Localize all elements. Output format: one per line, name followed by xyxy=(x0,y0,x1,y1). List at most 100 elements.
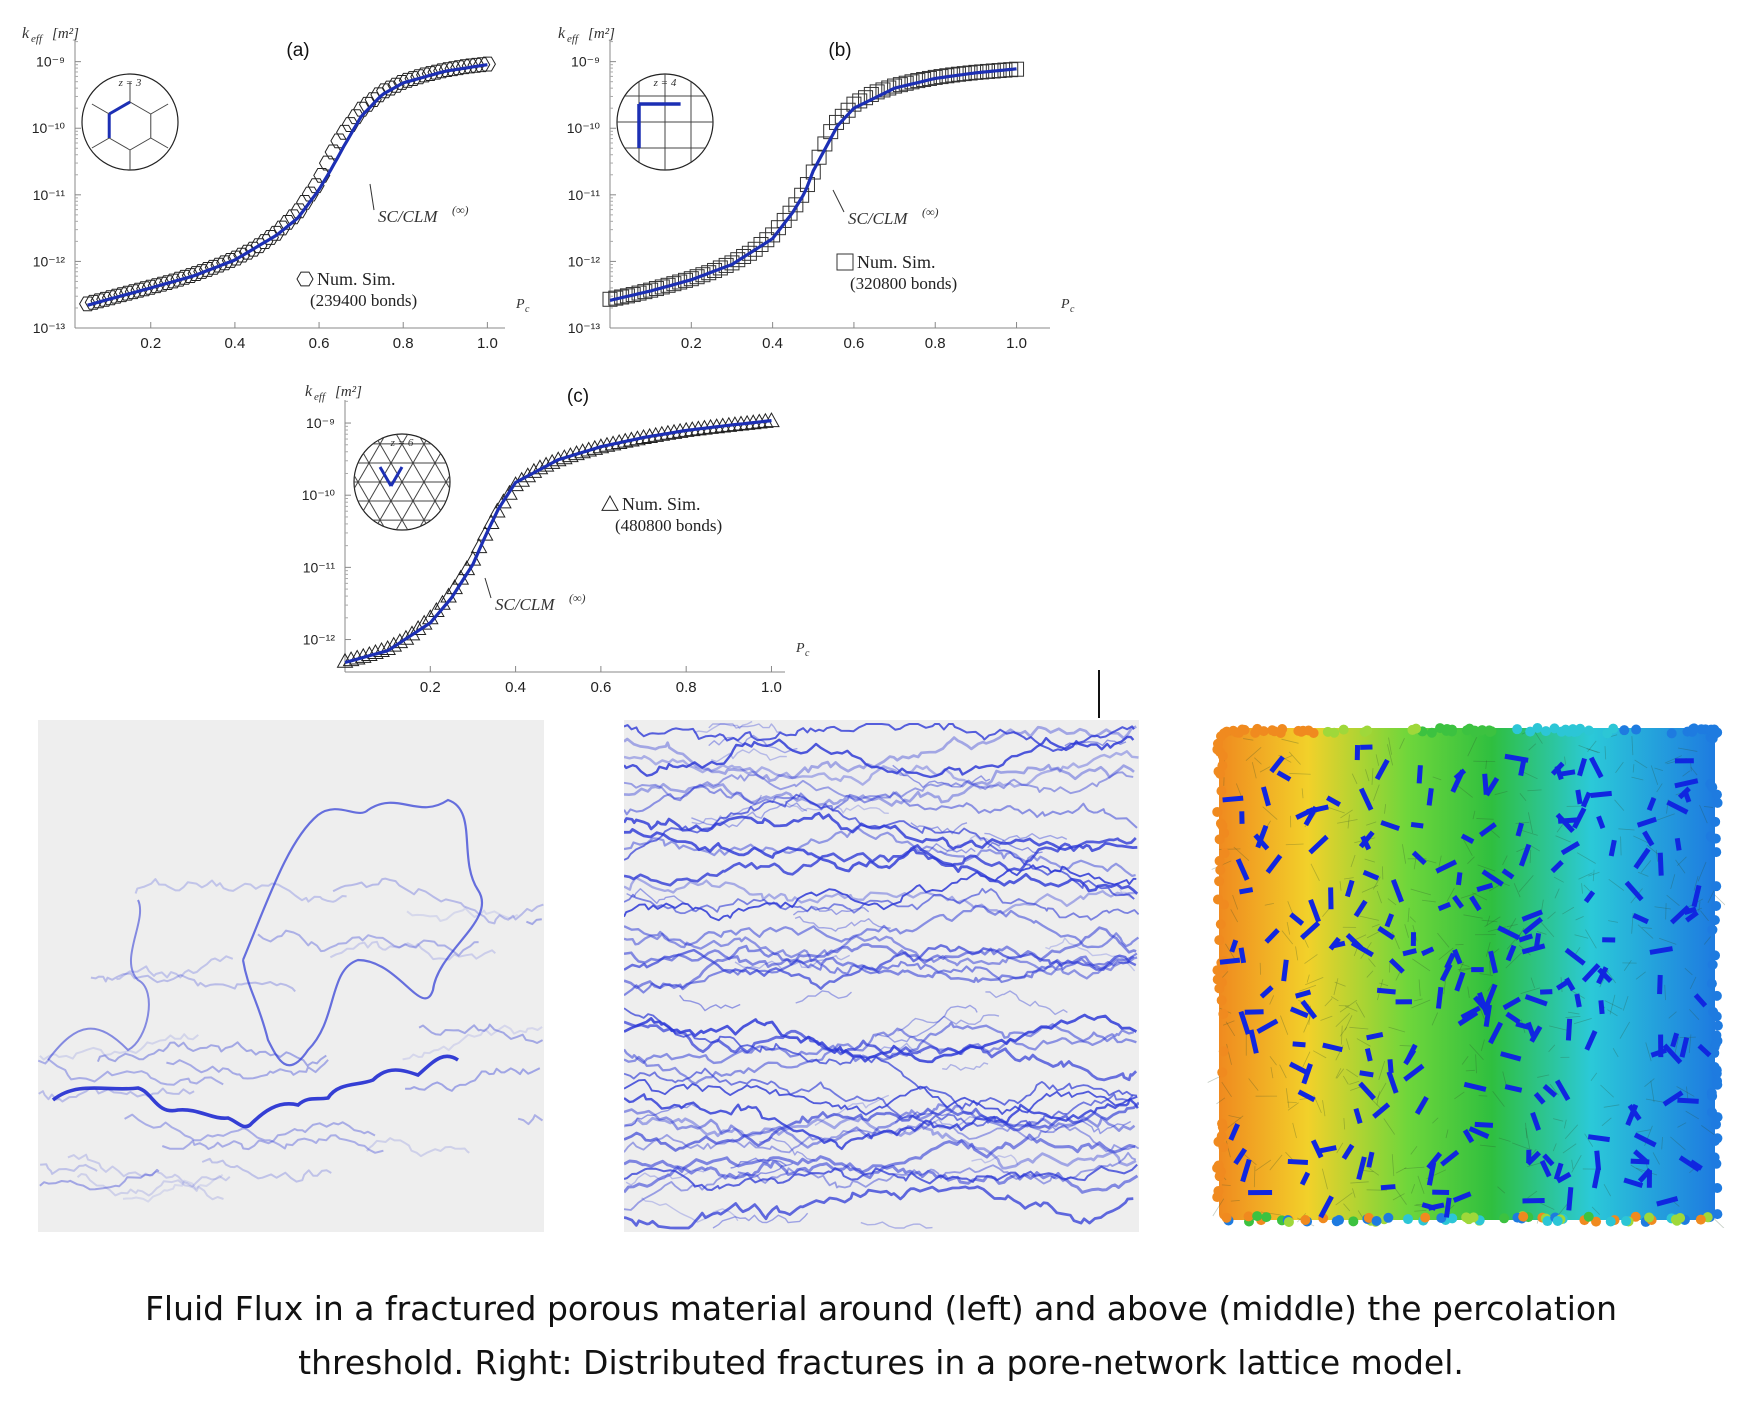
fracture xyxy=(1596,815,1606,829)
flux-channel xyxy=(624,1120,1139,1154)
flux-branch xyxy=(406,907,519,922)
lattice-bond xyxy=(1340,1025,1343,1045)
panel-label: (b) xyxy=(828,40,851,61)
fracture xyxy=(1264,928,1280,944)
lattice-bond xyxy=(1245,747,1262,761)
lattice-node xyxy=(1712,1020,1723,1031)
fracture xyxy=(1473,995,1489,1012)
fracture xyxy=(1372,1102,1391,1119)
lattice-node xyxy=(1218,1046,1229,1057)
fracture xyxy=(1674,778,1699,789)
fracture xyxy=(1555,812,1575,834)
fracture xyxy=(1358,787,1374,811)
lattice-bond xyxy=(1515,821,1530,824)
lattice-node xyxy=(1447,1213,1458,1224)
lattice-node xyxy=(1711,789,1722,800)
lattice-bond xyxy=(1592,869,1595,882)
data-point xyxy=(601,494,619,511)
fracture xyxy=(1295,989,1312,999)
flux-channel xyxy=(624,952,1138,997)
inset-bond xyxy=(129,101,152,115)
lattice-bond xyxy=(1383,1118,1396,1135)
lattice-node xyxy=(1711,901,1722,912)
lattice-bond xyxy=(1407,907,1410,923)
lattice-bond xyxy=(1556,822,1565,833)
lattice-bond xyxy=(1528,743,1537,751)
figure-caption: Fluid Flux in a fractured porous materia… xyxy=(0,1282,1762,1390)
fracture xyxy=(1255,824,1269,849)
lattice-bond xyxy=(1533,730,1543,744)
lattice-node xyxy=(1217,760,1228,771)
lattice-bond xyxy=(1603,1104,1620,1108)
lattice-node xyxy=(1269,726,1280,737)
x-tick-label: 0.8 xyxy=(676,679,697,696)
lattice-bond xyxy=(1521,830,1538,836)
lattice-node xyxy=(1709,1048,1720,1059)
lattice-bond xyxy=(1590,1072,1598,1081)
flux-branch xyxy=(257,929,479,957)
fracture xyxy=(1608,839,1617,857)
lattice-bond xyxy=(1539,920,1555,938)
lattice-bond xyxy=(1458,961,1465,972)
lattice-bond xyxy=(1304,954,1318,964)
lattice-bond xyxy=(1567,1011,1580,1015)
inset-bond xyxy=(389,466,404,487)
lattice-bond xyxy=(1438,947,1454,960)
data-point xyxy=(79,296,97,312)
fracture xyxy=(1564,977,1576,992)
lattice-bond xyxy=(1387,898,1397,906)
lattice-bond xyxy=(1230,1200,1240,1202)
lattice-node xyxy=(1215,864,1226,875)
fracture xyxy=(1589,756,1604,779)
lattice-bond xyxy=(1714,1218,1725,1228)
fracture xyxy=(1501,868,1515,880)
lattice-node xyxy=(1461,1212,1472,1223)
data-point xyxy=(216,255,234,271)
fracture xyxy=(1591,1167,1601,1189)
flux-channel xyxy=(624,1013,1138,1064)
fracture xyxy=(1362,869,1380,881)
lattice-bond xyxy=(1484,916,1501,927)
lattice-bond xyxy=(1472,810,1476,820)
lattice-bond xyxy=(1652,1152,1660,1165)
fracture xyxy=(1450,769,1465,793)
lattice-bond xyxy=(1467,856,1475,865)
fracture xyxy=(1380,820,1400,832)
lattice-bond xyxy=(1622,996,1629,1011)
lattice-edge-nodes xyxy=(1212,723,1723,1227)
lattice-node xyxy=(1420,1212,1431,1223)
lattice-bond xyxy=(1335,1012,1350,1028)
data-point xyxy=(387,77,405,93)
lattice-bond xyxy=(1585,929,1597,949)
fracture xyxy=(1623,1177,1644,1188)
lattice-bond xyxy=(1459,968,1472,972)
lattice-bond xyxy=(1615,761,1624,774)
lattice-bond xyxy=(1254,757,1262,765)
fracture xyxy=(1677,1097,1699,1104)
flux-branch xyxy=(814,1094,890,1126)
data-point xyxy=(278,215,297,230)
fracture xyxy=(1366,1031,1384,1041)
flux-channel xyxy=(624,725,1137,783)
lattice-bond xyxy=(1361,884,1379,893)
flux-panel-middle xyxy=(624,720,1139,1232)
flux-channel xyxy=(624,1078,1138,1116)
fracture xyxy=(1518,760,1527,777)
lattice-bond xyxy=(1634,759,1648,769)
flux-branch xyxy=(691,802,808,828)
lattice-bond xyxy=(1269,995,1275,1005)
data-point xyxy=(101,290,120,306)
lattice-bond xyxy=(1262,806,1278,820)
flux-channel xyxy=(624,864,1137,922)
lattice-bond xyxy=(1699,804,1708,824)
y-axis-label: k xyxy=(305,383,313,400)
fracture xyxy=(1259,985,1274,999)
fracture xyxy=(1556,1171,1572,1184)
lattice-bond xyxy=(1228,1115,1242,1119)
flux-branch xyxy=(1119,888,1134,900)
lattice-bond xyxy=(1349,1080,1360,1085)
lattice-bond xyxy=(1623,960,1632,971)
flux-channel xyxy=(624,1021,1137,1065)
fracture xyxy=(1310,1139,1324,1159)
fracture xyxy=(1483,1004,1492,1027)
